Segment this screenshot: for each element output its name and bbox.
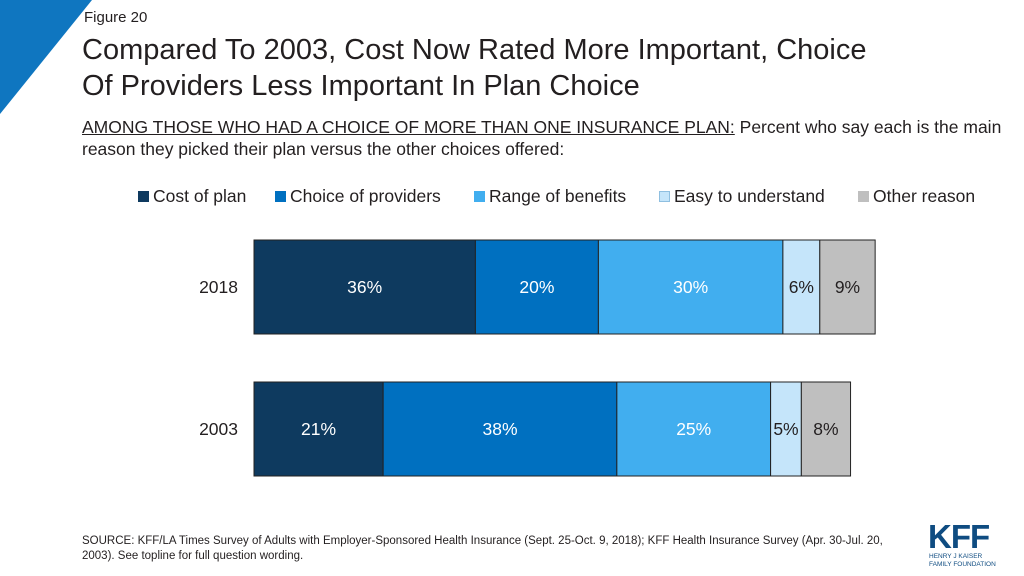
bar-segment bbox=[770, 381, 802, 477]
data-label: 6% bbox=[789, 277, 814, 297]
kff-logo: KFF HENRY J KAISER FAMILY FOUNDATION bbox=[928, 518, 996, 568]
data-label: 30% bbox=[673, 277, 708, 297]
logo-subtext-1: HENRY J KAISER bbox=[929, 553, 983, 560]
bar-segment bbox=[782, 239, 821, 335]
legend-swatch bbox=[858, 190, 869, 202]
legend-label: Other reason bbox=[873, 186, 976, 206]
figure-label: Figure 20 bbox=[84, 9, 148, 26]
legend-swatch bbox=[138, 190, 149, 202]
legend-item: Other reason bbox=[858, 185, 975, 207]
legend-item: Choice of providers bbox=[275, 185, 441, 207]
data-label: 21% bbox=[301, 419, 336, 439]
legend-label: Choice of providers bbox=[290, 186, 441, 206]
bar-segment bbox=[382, 381, 618, 477]
legend-label: Range of benefits bbox=[489, 186, 627, 206]
title-line-2: Of Providers Less Important In Plan Choi… bbox=[82, 70, 640, 102]
chart-subtitle: AMONG THOSE WHO HAD A CHOICE OF MORE THA… bbox=[82, 116, 1002, 160]
bar-segment bbox=[800, 381, 852, 477]
data-label: 20% bbox=[519, 277, 554, 297]
data-label: 5% bbox=[773, 419, 798, 439]
bar-segment bbox=[253, 239, 476, 335]
legend-item: Range of benefits bbox=[474, 185, 626, 207]
source-note: SOURCE: KFF/LA Times Survey of Adults wi… bbox=[82, 535, 883, 562]
legend-swatch bbox=[659, 190, 670, 202]
subtitle-lead: AMONG THOSE WHO HAD A CHOICE OF MORE THA… bbox=[82, 117, 735, 137]
bar-segment bbox=[253, 381, 384, 477]
data-label: 25% bbox=[676, 419, 711, 439]
bar-segment bbox=[616, 381, 772, 477]
legend-item: Easy to understand bbox=[659, 185, 825, 207]
corner-accent bbox=[0, 0, 92, 114]
logo-subtext-2: FAMILY FOUNDATION bbox=[929, 561, 996, 568]
bar-segment bbox=[819, 239, 876, 335]
category-label: 2003 bbox=[199, 419, 238, 439]
chart-title: Compared To 2003, Cost Now Rated More Im… bbox=[82, 32, 1002, 104]
logo-text: KFF bbox=[928, 518, 989, 555]
legend-label: Cost of plan bbox=[153, 186, 247, 206]
bar-segment bbox=[474, 239, 599, 335]
subtitle-rest: Percent who say each is the main reason … bbox=[82, 117, 1002, 159]
legend-swatch bbox=[474, 190, 485, 202]
legend-swatch bbox=[275, 190, 286, 202]
data-label: 8% bbox=[813, 419, 838, 439]
category-label: 2018 bbox=[199, 277, 238, 297]
legend-label: Easy to understand bbox=[674, 186, 825, 206]
legend-item: Cost of plan bbox=[138, 185, 246, 207]
title-line-1: Compared To 2003, Cost Now Rated More Im… bbox=[82, 34, 867, 66]
data-label: 9% bbox=[835, 277, 860, 297]
data-label: 38% bbox=[482, 419, 517, 439]
data-label: 36% bbox=[347, 277, 382, 297]
legend: Cost of plan Choice of providers Range of … bbox=[0, 185, 1024, 207]
